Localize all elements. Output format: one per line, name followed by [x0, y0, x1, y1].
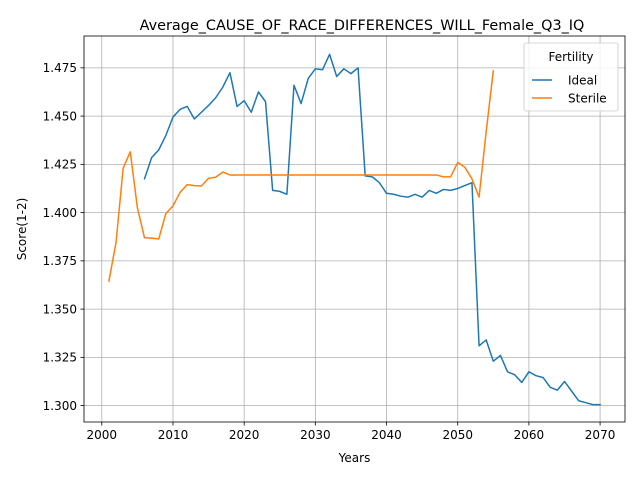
legend-box [523, 42, 619, 112]
series-line-ideal [143, 53, 601, 406]
legend-label-ideal: Ideal [568, 74, 597, 88]
plot-area-frame [83, 35, 626, 423]
y-tick-label: 1.450 [43, 109, 77, 123]
y-axis-label: Score(1-2) [15, 198, 29, 261]
chart-title: Average_CAUSE_OF_RACE_DIFFERENCES_WILL_F… [140, 18, 585, 34]
x-axis-label: Years [338, 451, 371, 465]
x-tick-label: 2010 [158, 428, 189, 442]
axis-ticks: 2000 2010 2020 2030 2040 2050 2060 2070 1.300 1.3… [43, 61, 616, 442]
y-tick-label: 1.475 [43, 61, 77, 75]
x-tick-label: 2020 [229, 428, 260, 442]
x-tick-label: 2070 [585, 428, 616, 442]
y-tick-label: 1.300 [43, 399, 77, 413]
y-tick-label: 1.325 [43, 351, 77, 365]
y-tick-label: 1.350 [43, 302, 77, 316]
y-tick-label: 1.425 [43, 158, 77, 172]
y-tick-label: 1.375 [43, 254, 77, 268]
legend: Fertility Ideal Sterile [523, 42, 619, 112]
legend-label-sterile: Sterile [568, 92, 607, 106]
x-tick-label: 2050 [442, 428, 473, 442]
x-tick-label: 2040 [371, 428, 402, 442]
x-tick-label: 2030 [300, 428, 331, 442]
x-tick-label: 2060 [514, 428, 545, 442]
x-tick-label: 2000 [87, 428, 118, 442]
legend-title: Fertility [548, 50, 593, 64]
y-tick-label: 1.400 [43, 206, 77, 220]
series-line-sterile [108, 69, 495, 282]
series-lines [108, 53, 601, 406]
